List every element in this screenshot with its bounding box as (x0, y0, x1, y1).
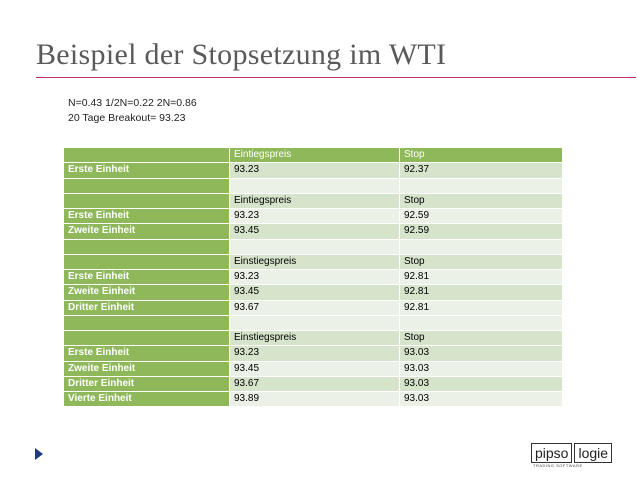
row-label: Dritter Einheit (63, 299, 230, 316)
stop-table: Eintiegspreis Stop Erste Einheit 93.23 92.37… (63, 146, 563, 408)
entry-price-cell: Einstiegspreis (229, 329, 400, 347)
stop-cell: 93.03 (399, 390, 563, 408)
table-row: Erste Einheit 93.23 93.03 (63, 345, 563, 362)
note-line-2: 20 Tage Breakout= 93.23 (68, 112, 186, 124)
entry-price-cell: 93.23 (229, 207, 400, 225)
table-row: Einstiegspreis Stop (63, 253, 563, 271)
stop-cell: 92.59 (399, 223, 563, 240)
row-label (63, 177, 230, 194)
table-row: Erste Einheit 93.23 92.37 (63, 162, 563, 179)
entry-price-cell (229, 177, 400, 194)
entry-price-cell: 93.67 (229, 299, 400, 316)
stop-cell: Stop (399, 329, 563, 347)
entry-price-cell: 93.23 (229, 162, 400, 179)
row-label: Erste Einheit (63, 345, 230, 362)
entry-price-cell: 93.45 (229, 223, 400, 240)
table-row: Erste Einheit 93.23 92.81 (63, 268, 563, 286)
row-label: Zweite Einheit (63, 284, 230, 301)
entry-price-cell: 93.67 (229, 375, 400, 393)
entry-price-cell: 93.23 (229, 268, 400, 286)
entry-price-cell (229, 314, 400, 332)
table-row: Zweite Einheit 93.45 93.03 (63, 360, 563, 377)
table-row (63, 177, 563, 194)
table-row: Dritter Einheit 93.67 93.03 (63, 375, 563, 393)
stop-cell: Stop (399, 253, 563, 271)
table-row (63, 238, 563, 255)
stop-cell: 92.81 (399, 268, 563, 286)
row-label: Zweite Einheit (63, 223, 230, 240)
entry-price-cell: 93.45 (229, 360, 400, 377)
table-row: Zweite Einheit 93.45 92.81 (63, 284, 563, 301)
row-label: Erste Einheit (63, 162, 230, 179)
stop-cell: 92.59 (399, 207, 563, 225)
row-label (63, 146, 230, 164)
stop-cell (399, 238, 563, 255)
table-row (63, 314, 563, 332)
row-label: Dritter Einheit (63, 375, 230, 393)
row-label (63, 238, 230, 255)
logo-part-2: logie (574, 443, 613, 463)
stop-cell: 93.03 (399, 345, 563, 362)
title-underline (36, 77, 636, 78)
triangle-right-icon (35, 448, 43, 460)
entry-price-cell: 93.89 (229, 390, 400, 408)
stop-cell: 92.81 (399, 284, 563, 301)
stop-cell: 93.03 (399, 360, 563, 377)
table-row: Erste Einheit 93.23 92.59 (63, 207, 563, 225)
stop-cell: Stop (399, 192, 563, 210)
row-label: Vierte Einheit (63, 390, 230, 408)
row-label (63, 329, 230, 347)
entry-price-cell: 93.23 (229, 345, 400, 362)
row-label: Erste Einheit (63, 268, 230, 286)
entry-price-cell: Eintiegspreis (229, 192, 400, 210)
entry-price-cell (229, 238, 400, 255)
row-label (63, 314, 230, 332)
note-line-1: N=0.43 1/2N=0.22 2N=0.86 (68, 97, 197, 109)
pipsologie-logo: pipso logie (531, 443, 613, 469)
row-label (63, 192, 230, 210)
table-row: Dritter Einheit 93.67 92.81 (63, 299, 563, 316)
stop-cell (399, 177, 563, 194)
stop-cell: 92.37 (399, 162, 563, 179)
table-row: Einstiegspreis Stop (63, 329, 563, 347)
slide-title: Beispiel der Stopsetzung im WTI (36, 38, 447, 71)
entry-price-cell: Eintiegspreis (229, 146, 400, 164)
row-label: Zweite Einheit (63, 360, 230, 377)
stop-cell: Stop (399, 146, 563, 164)
row-label (63, 253, 230, 271)
entry-price-cell: 93.45 (229, 284, 400, 301)
logo-part-1: pipso (531, 443, 573, 463)
row-label: Erste Einheit (63, 207, 230, 225)
table-row: Vierte Einheit 93.89 93.03 (63, 390, 563, 408)
stop-cell (399, 314, 563, 332)
stop-cell: 93.03 (399, 375, 563, 393)
table-row: Eintiegspreis Stop (63, 146, 563, 164)
table-row: Zweite Einheit 93.45 92.59 (63, 223, 563, 240)
entry-price-cell: Einstiegspreis (229, 253, 400, 271)
logo-tagline: TRADING SOFTWARE (533, 463, 583, 468)
table-row: Eintiegspreis Stop (63, 192, 563, 210)
stop-cell: 92.81 (399, 299, 563, 316)
